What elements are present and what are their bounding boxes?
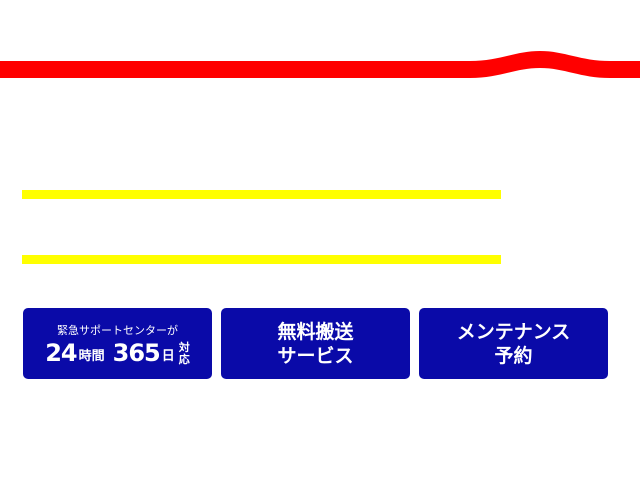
maintenance-booking-button[interactable]: メンテナンス 予約 (419, 308, 608, 379)
days-unit: 日 (161, 348, 175, 364)
hours-unit: 時間 (78, 348, 105, 364)
yellow-divider-2 (22, 255, 501, 264)
hours-number: 24 (45, 338, 77, 367)
free-towing-service-button[interactable]: 無料搬送 サービス (221, 308, 410, 379)
days-number: 365 (112, 338, 161, 367)
button-label-line2: サービス (277, 344, 354, 367)
emergency-support-button[interactable]: 緊急サポートセンターが 24 時間 365 日 対応 (23, 308, 212, 379)
button-label-line1: メンテナンス (456, 320, 571, 343)
support-char-1: 対 (178, 340, 190, 354)
button-label-line1: 無料搬送 (277, 320, 354, 343)
red-ribbon-divider (0, 51, 640, 78)
yellow-divider-1 (22, 190, 501, 199)
support-center-label: 緊急サポートセンターが (57, 323, 178, 337)
support-char-2: 応 (178, 352, 190, 366)
button-label-line2: 予約 (494, 344, 533, 367)
